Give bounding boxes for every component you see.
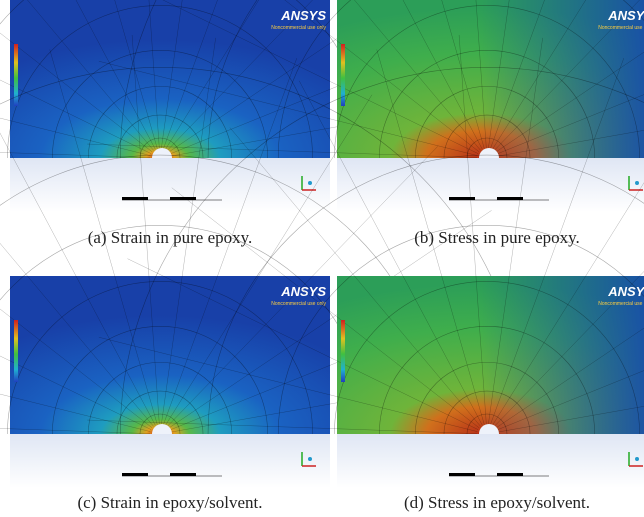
axis-z xyxy=(308,181,312,185)
caption: (a) Strain in pure epoxy. xyxy=(10,228,330,248)
axis-z xyxy=(308,457,312,461)
scale-bar xyxy=(497,197,523,200)
axis-z xyxy=(635,457,639,461)
caption: (b) Stress in pure epoxy. xyxy=(337,228,644,248)
caption: (c) Strain in epoxy/solvent. xyxy=(10,493,330,513)
legend-bar xyxy=(14,320,18,382)
model-bottom xyxy=(10,434,330,488)
logo: ANSYS xyxy=(607,284,644,299)
scale-bar xyxy=(449,197,475,200)
caption: (d) Stress in epoxy/solvent. xyxy=(337,493,644,513)
logo: ANSYS xyxy=(280,284,326,299)
logo: ANSYS xyxy=(607,8,644,23)
model-bottom xyxy=(337,434,644,488)
scale-bar xyxy=(170,197,196,200)
notice: Noncommercial use only xyxy=(598,25,644,31)
legend-bar xyxy=(341,320,345,382)
notice: Noncommercial use only xyxy=(598,301,644,307)
scale-bar xyxy=(170,473,196,476)
scale-bar xyxy=(122,473,148,476)
scale-bar xyxy=(122,197,148,200)
figure-images: ANSYS Noncommercial use only ANSYS Noncomme… xyxy=(0,0,644,517)
axis-z xyxy=(635,181,639,185)
scale-bar xyxy=(449,473,475,476)
model-bottom xyxy=(10,158,330,212)
scale-bar xyxy=(497,473,523,476)
model-bottom xyxy=(337,158,644,212)
figure: ANSYS Noncommercial use only ANSYS Noncomme… xyxy=(0,0,644,517)
logo: ANSYS xyxy=(280,8,326,23)
